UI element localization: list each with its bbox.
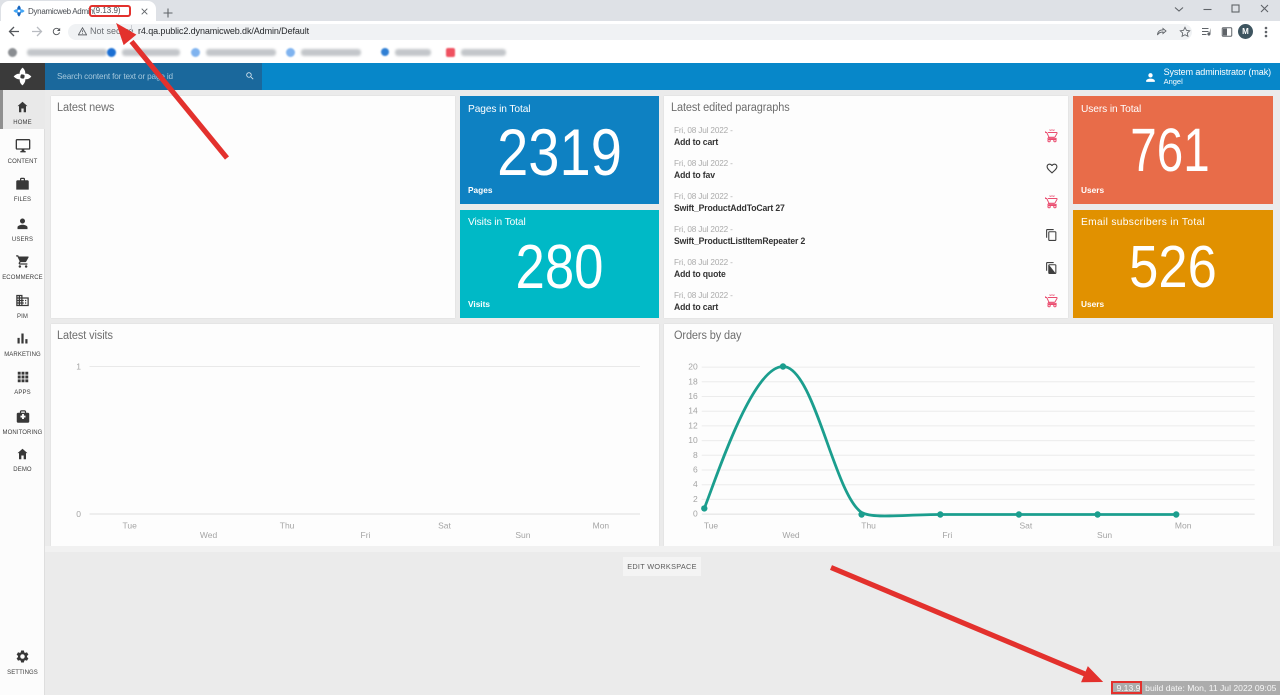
svg-text:Tue: Tue	[704, 520, 719, 530]
svg-text:10: 10	[689, 435, 699, 445]
svg-text:Sat: Sat	[438, 520, 451, 530]
svg-text:Thu: Thu	[280, 520, 295, 530]
svg-text:0: 0	[76, 509, 81, 519]
svg-text:6: 6	[693, 464, 698, 474]
svg-text:Fri: Fri	[943, 530, 953, 540]
svg-text:Sun: Sun	[1097, 530, 1112, 540]
svg-text:0: 0	[693, 508, 698, 518]
svg-text:Mon: Mon	[1175, 520, 1192, 530]
svg-text:Thu: Thu	[862, 520, 877, 530]
svg-text:8: 8	[693, 449, 698, 459]
svg-text:Tue: Tue	[123, 520, 138, 530]
svg-text:Sun: Sun	[515, 530, 530, 540]
svg-text:Fri: Fri	[361, 530, 371, 540]
svg-text:18: 18	[689, 376, 699, 386]
svg-text:Wed: Wed	[200, 530, 218, 540]
svg-text:4: 4	[693, 479, 698, 489]
svg-text:12: 12	[689, 420, 699, 430]
svg-text:16: 16	[689, 391, 699, 401]
svg-text:14: 14	[689, 405, 699, 415]
svg-text:Wed: Wed	[783, 530, 801, 540]
svg-text:1: 1	[76, 361, 81, 371]
svg-text:20: 20	[689, 361, 699, 371]
svg-text:2: 2	[693, 493, 698, 503]
svg-text:Mon: Mon	[593, 520, 610, 530]
svg-text:Sat: Sat	[1020, 520, 1033, 530]
